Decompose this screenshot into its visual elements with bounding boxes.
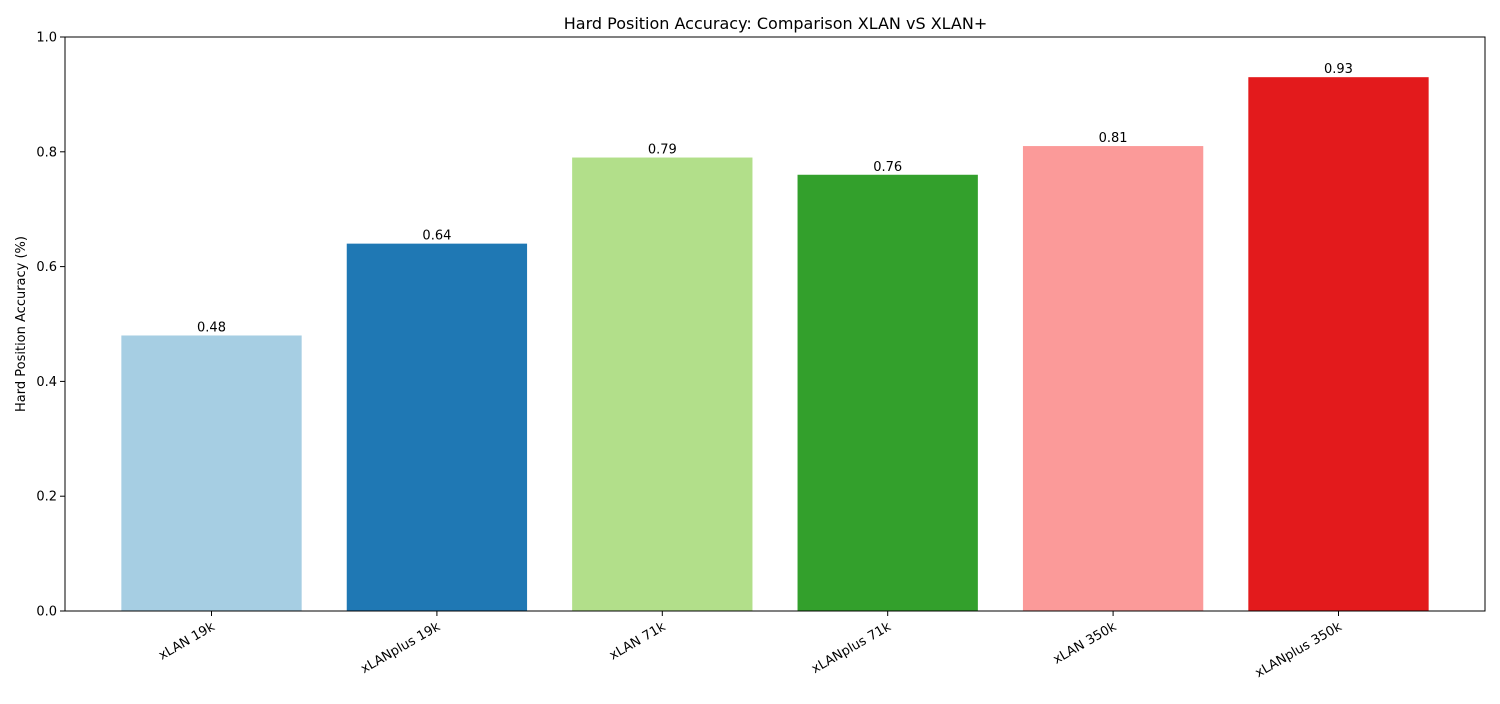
y-tick-label: 1.0 (36, 31, 57, 46)
y-tick-label: 0.2 (36, 490, 57, 505)
y-tick-label: 0.0 (36, 605, 57, 620)
bar-5 (1022, 146, 1204, 611)
bar-2 (346, 243, 528, 611)
y-axis: 0.0 0.2 0.4 0.6 0.8 1.0 (36, 31, 65, 620)
y-tick-label: 0.4 (36, 375, 57, 390)
bar-value-label: 0.79 (648, 143, 677, 158)
bar-1 (121, 335, 302, 611)
value-labels-layer: 0.48 0.64 0.79 0.76 0.81 0.93 (197, 62, 1353, 335)
bar-value-label: 0.76 (873, 160, 902, 175)
bar-value-label: 0.81 (1099, 131, 1128, 146)
bars-layer (121, 77, 1429, 612)
bar-3 (572, 157, 753, 612)
y-axis-label: Hard Position Accuracy (%) (14, 236, 29, 412)
plot-area-frame (64, 36, 1486, 612)
bar-value-label: 0.64 (422, 229, 451, 244)
bar-value-label: 0.93 (1324, 62, 1353, 77)
bar-6 (1248, 77, 1429, 612)
bar-4 (797, 174, 978, 611)
bar-value-label: 0.48 (197, 320, 226, 335)
y-tick-label: 0.8 (36, 145, 57, 160)
chart-title: Hard Position Accuracy: Comparison XLAN … (564, 14, 988, 33)
y-tick-label: 0.6 (36, 260, 57, 275)
